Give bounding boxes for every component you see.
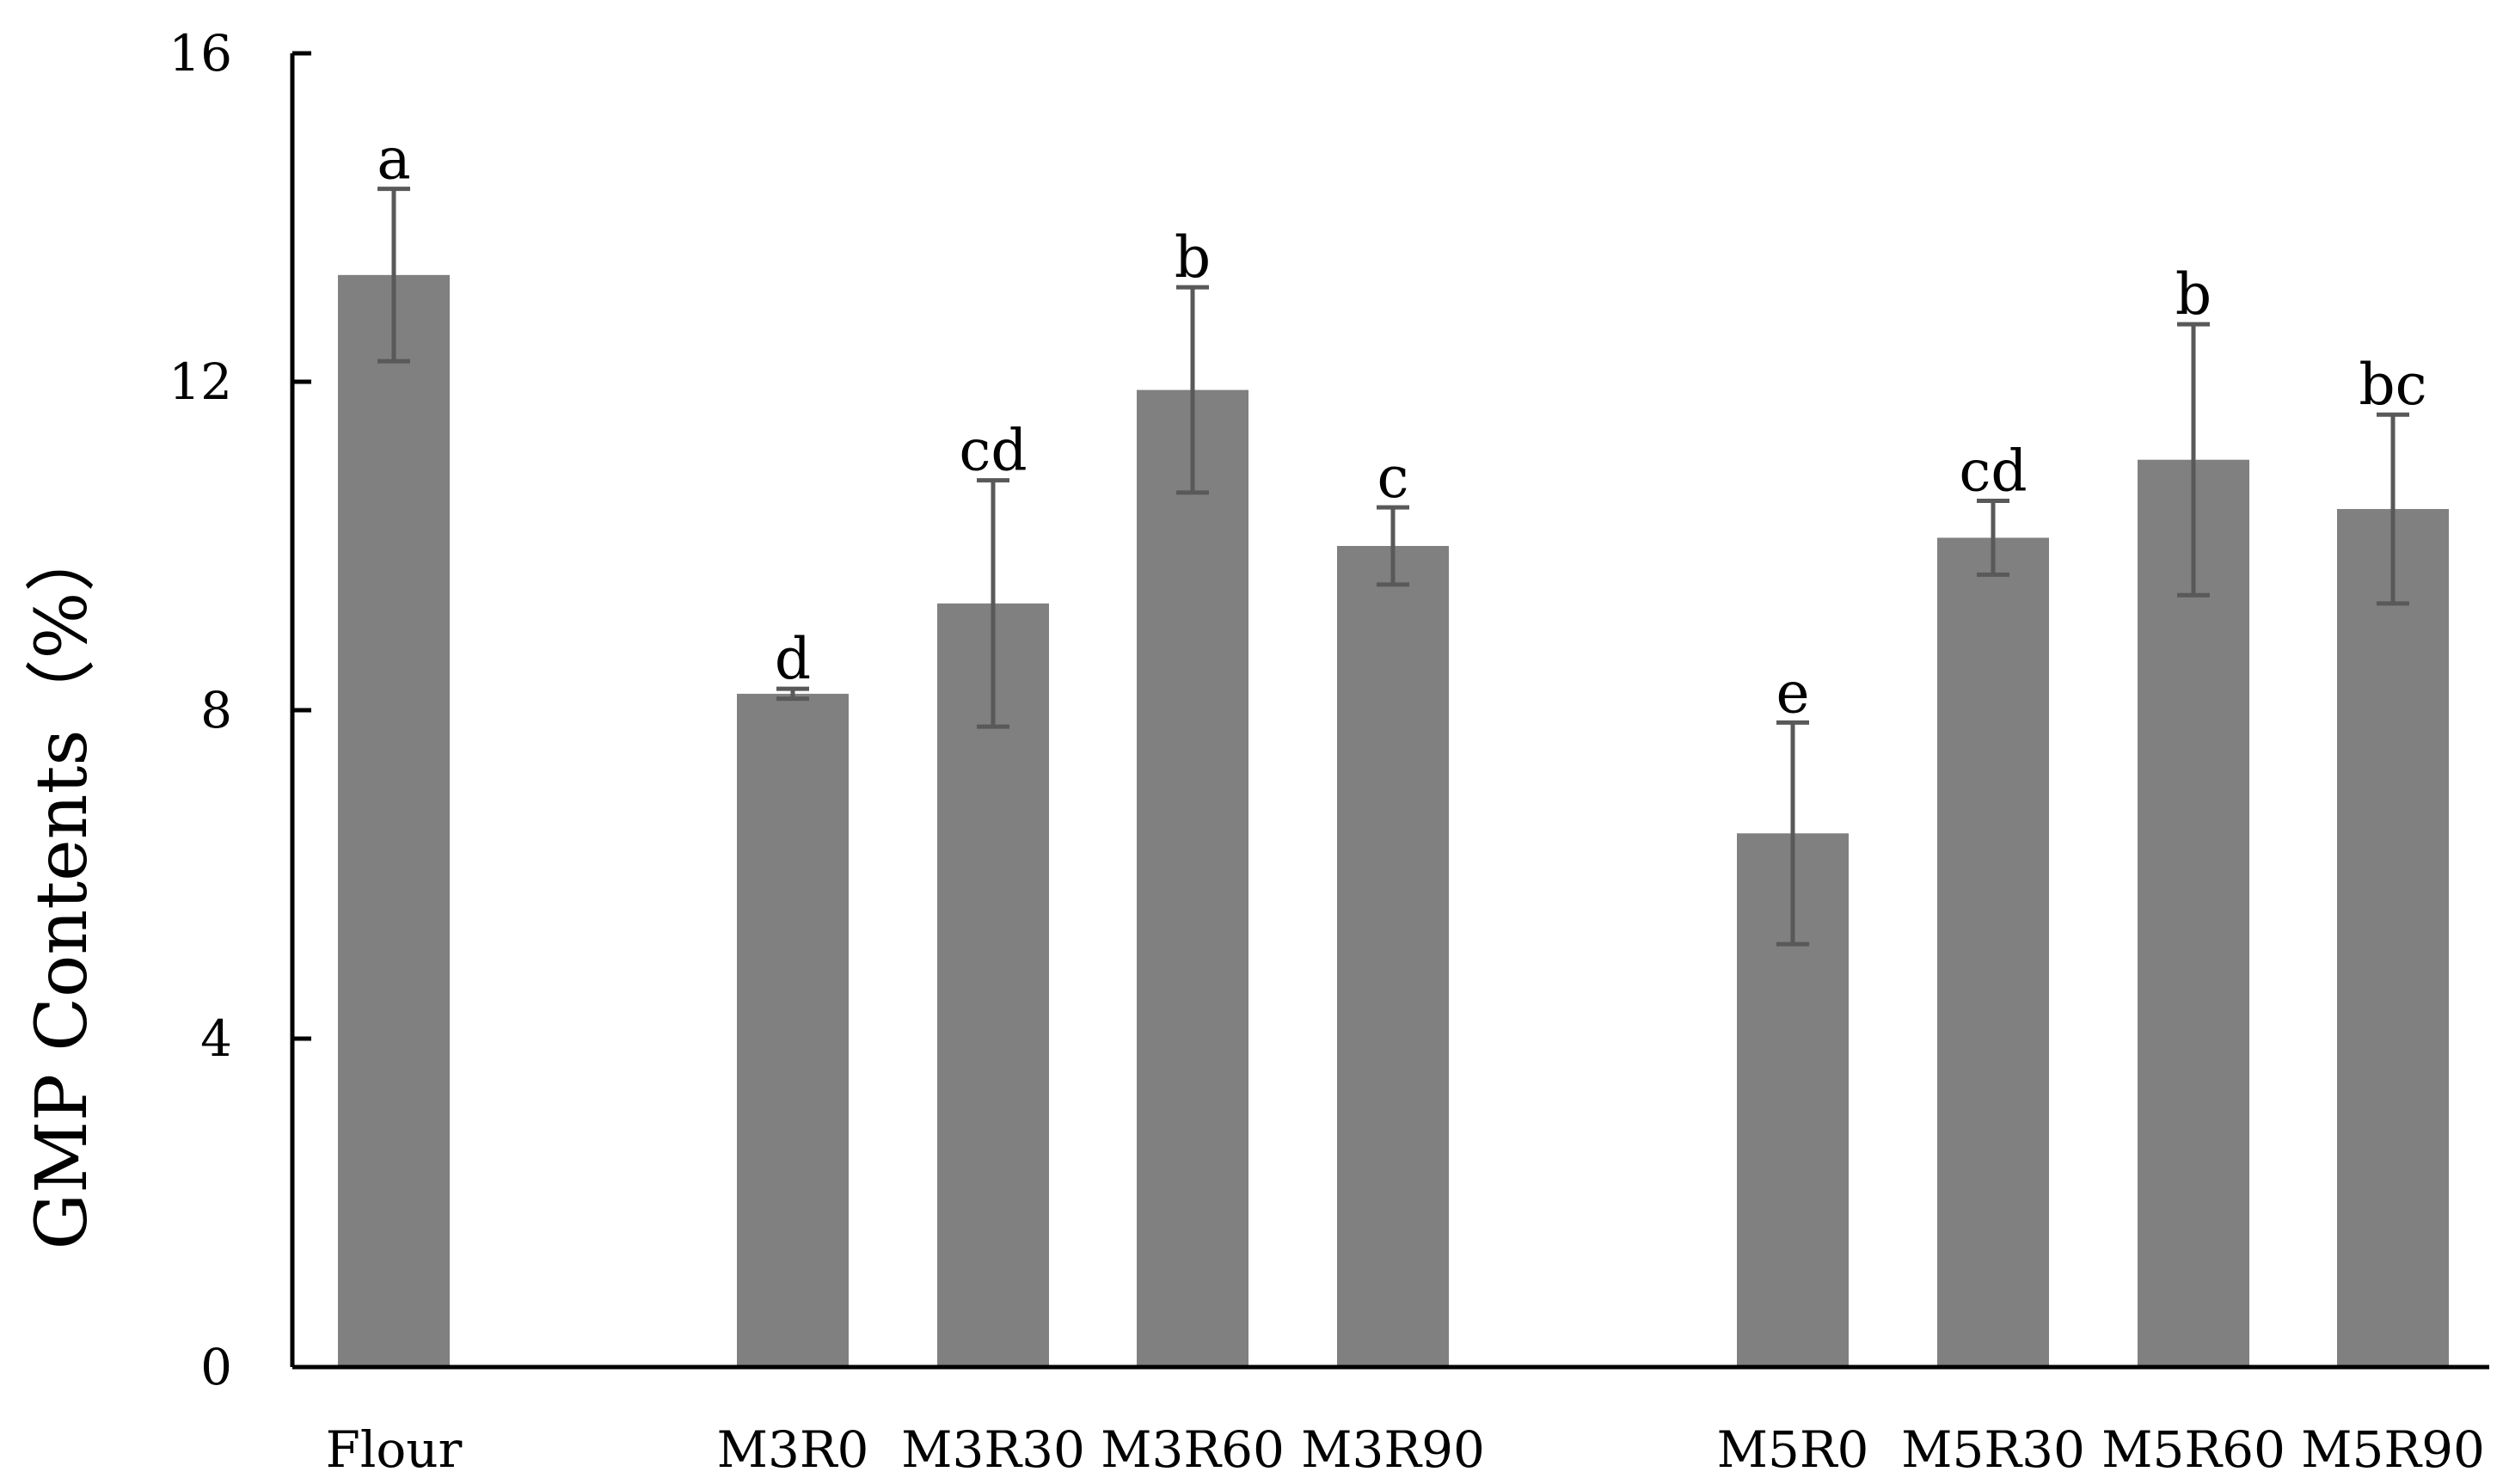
y-tick-label-4: 4 [200,1009,232,1068]
significance-label-m5r60: b [2175,261,2212,328]
x-tick-label-m5r30: M5R30 [1901,1420,2085,1479]
significance-label-m3r30: cd [959,418,1027,484]
y-tick-label-8: 8 [200,681,232,739]
significance-label-m3r90: c [1377,445,1409,511]
significance-label-flour: a [377,126,410,193]
significance-label-m3r0: d [775,626,811,692]
bar-m3r30 [937,603,1049,1367]
significance-label-m5r30: cd [1959,438,2027,504]
bar-flour [338,274,450,1368]
x-tick-label-m3r60: M3R60 [1101,1420,1285,1479]
bars-layer [338,274,2449,1368]
significance-label-m3r60: b [1175,224,1211,291]
bar-m5r30 [1937,537,2049,1367]
bar-m3r60 [1137,389,1248,1367]
bar-m3r0 [737,693,849,1367]
y-axis-title: GMP Contents（%） [21,522,103,1250]
significance-label-m5r0: e [1776,659,1809,726]
x-tick-label-m5r0: M5R0 [1717,1420,1869,1479]
bar-m5r90 [2337,509,2449,1367]
axes-layer [290,51,2489,1370]
y-tick-label-0: 0 [200,1338,232,1396]
y-tick-label-12: 12 [169,353,232,411]
x-tick-label-m3r30: M3R30 [901,1420,1085,1479]
y-tick-label-16: 16 [169,24,232,83]
x-tick-label-m5r60: M5R60 [2101,1420,2285,1479]
x-tick-label-m3r90: M3R90 [1301,1420,1485,1479]
x-tick-label-m3r0: M3R0 [717,1420,869,1479]
significance-label-m5r90: bc [2359,352,2426,418]
x-tick-label-flour: Flour [326,1420,463,1479]
x-tick-label-m5r90: M5R90 [2301,1420,2485,1479]
bar-m3r90 [1337,546,1449,1367]
bar-m5r60 [2138,459,2249,1367]
labels-layer: a Flour d M3R0 cd M3R30 b M3R60 c M3R90 e M5R0 cd M5R… [169,24,2485,1479]
error-bars-layer [377,187,2409,947]
